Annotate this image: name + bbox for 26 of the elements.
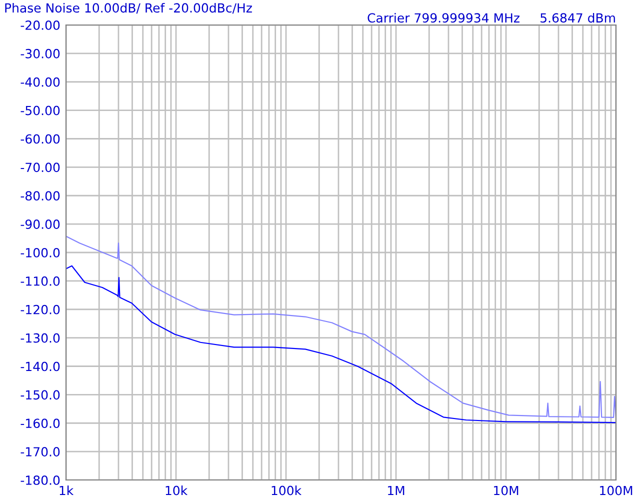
y-tick-label: -120.0 <box>20 304 60 314</box>
chart-title: Phase Noise 10.00dB/ Ref -20.00dBc/Hz <box>5 2 252 14</box>
y-tick-label: -70.00 <box>20 162 60 172</box>
y-tick-label: -80.00 <box>20 191 60 201</box>
x-tick-label: 1k <box>60 486 74 496</box>
y-tick-label: -30.00 <box>20 48 60 58</box>
y-tick-label: -60.00 <box>20 134 60 144</box>
y-tick-label: -130.0 <box>20 333 60 343</box>
y-tick-label: -20.00 <box>20 20 60 30</box>
text: Carrier 799.999934 MHz <box>368 12 520 23</box>
y-tick-label: -180.0 <box>20 475 60 485</box>
x-tick-label: 10M <box>494 486 518 496</box>
y-tick-label: -170.0 <box>20 447 60 456</box>
x-tick-label: 100M <box>600 486 632 496</box>
text: 5.6847 dBm <box>540 12 615 23</box>
y-tick-label: -50.00 <box>20 106 60 116</box>
x-tick-label: 100k <box>272 486 302 496</box>
y-tick-label: -100.0 <box>20 248 60 258</box>
y-tick-label: -40.00 <box>20 77 60 87</box>
x-tick-label: 1M <box>388 486 404 496</box>
y-tick-label: -160.0 <box>20 418 60 428</box>
y-tick-label: -90.00 <box>20 220 60 229</box>
y-tick-label: -140.0 <box>20 362 60 372</box>
y-tick-label: -150.0 <box>20 390 60 400</box>
x-tick-label: 10k <box>166 486 188 496</box>
y-tick-label: -110.0 <box>20 276 60 286</box>
